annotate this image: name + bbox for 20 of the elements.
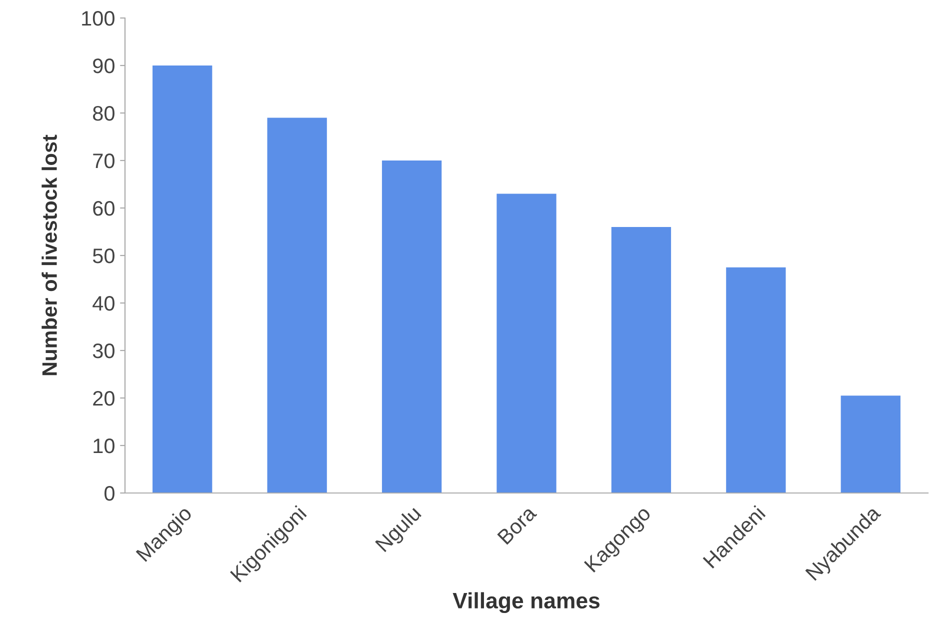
y-tick-label: 90 (93, 58, 114, 74)
bar (267, 118, 327, 493)
bar (726, 267, 786, 493)
y-tick-label: 50 (92, 248, 114, 264)
y-tick-label: 100 (82, 11, 114, 26)
bar (152, 66, 212, 493)
y-axis-title: Number of livestock lost (42, 134, 57, 376)
y-tick-label: 30 (92, 344, 114, 358)
y-tick-label: 10 (94, 438, 114, 454)
bar (840, 396, 900, 493)
y-tick-label: 20 (93, 391, 114, 406)
bar (496, 194, 556, 493)
x-axis-title: Village names (452, 592, 600, 614)
y-tick-label: 60 (93, 201, 114, 216)
y-tick-label: 80 (93, 106, 114, 121)
bar (611, 227, 672, 493)
y-tick-label: 0 (104, 486, 114, 501)
y-tick-label: 40 (92, 296, 114, 311)
bar (382, 160, 442, 493)
y-tick-label: 70 (93, 154, 114, 168)
